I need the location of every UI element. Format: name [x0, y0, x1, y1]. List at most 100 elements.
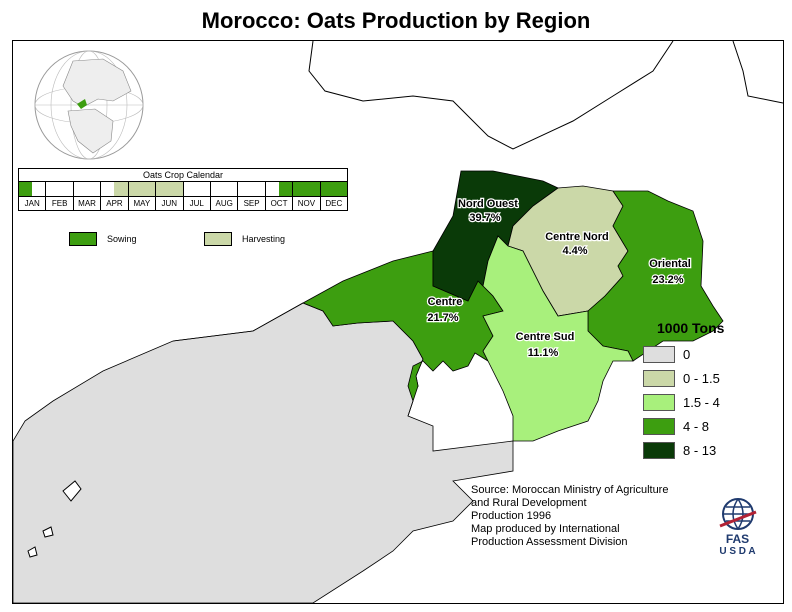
share-nord-ouest: 39.7% [469, 212, 500, 224]
calendar-half [128, 182, 142, 196]
legend-swatch [643, 417, 675, 435]
calendar-half [101, 182, 115, 196]
sowing-label: Sowing [107, 234, 137, 244]
source-line-4: Map produced by International [471, 523, 620, 535]
calendar-bars [18, 181, 348, 197]
share-centre: 21.7% [427, 312, 458, 324]
legend-swatch [643, 345, 675, 363]
calendar-cell-dec [320, 182, 348, 196]
calendar-cell-apr [101, 182, 129, 196]
calendar-cell-jun [156, 182, 184, 196]
calendar-cell-jul [183, 182, 211, 196]
calendar-month-label: MAY [129, 197, 157, 210]
label-centre: Centre [428, 296, 463, 308]
usda-fas-logo: FAS U S D A [710, 494, 765, 560]
globe-logo-icon [719, 498, 757, 530]
island-1 [62, 480, 82, 502]
legend: 1000 Tons 0 0 - 1.5 1.5 - 4 4 - 8 8 - 13 [643, 320, 724, 462]
share-centre-sud: 11.1% [528, 347, 559, 359]
calendar-cell-mar [73, 182, 102, 196]
label-nord-ouest: Nord Ouest [458, 198, 518, 210]
calendar-half [251, 182, 265, 196]
calendar-half [32, 182, 46, 196]
legend-title: 1000 Tons [657, 320, 725, 336]
calendar-half [183, 182, 197, 196]
calendar-month-label: OCT [266, 197, 294, 210]
label-centre-nord: Centre Nord [545, 231, 609, 243]
source-line-1: Source: Moroccan Ministry of Agriculture [471, 484, 669, 496]
calendar-cell-sep [238, 182, 266, 196]
calendar-month-label: JUN [156, 197, 184, 210]
crop-calendar: Oats Crop Calendar JAN FEB MAR APR MAY JUN JUL… [18, 168, 348, 211]
logo-agency: FAS [725, 532, 750, 546]
legend-item: 1.5 - 4 [643, 390, 724, 414]
calendar-month-label: FEB [46, 197, 74, 210]
share-oriental: 23.2% [652, 274, 683, 286]
sowing-swatch [69, 232, 97, 246]
calendar-month-label: APR [101, 197, 129, 210]
calendar-month-label: JAN [19, 197, 47, 210]
key-sowing: Sowing [69, 232, 137, 246]
share-centre-nord: 4.4% [562, 245, 587, 257]
calendar-cell-nov [293, 182, 321, 196]
legend-swatch [643, 393, 675, 411]
calendar-half [156, 182, 170, 196]
region-centre-sud [482, 235, 634, 442]
calendar-cell-feb [46, 182, 74, 196]
globe-locator [34, 50, 144, 160]
calendar-half [114, 182, 128, 196]
calendar-title: Oats Crop Calendar [18, 168, 348, 181]
legend-label: 0 [683, 346, 691, 362]
calendar-half [293, 182, 307, 196]
legend-label: 8 - 13 [683, 442, 717, 458]
calendar-month-label: NOV [293, 197, 321, 210]
source-line-3: Production 1996 [471, 510, 552, 522]
calendar-half [279, 182, 293, 196]
legend-swatch [643, 369, 675, 387]
calendar-cell-jan [19, 182, 47, 196]
label-centre-sud: Centre Sud [516, 331, 575, 343]
calendar-half [73, 182, 88, 196]
calendar-cell-may [128, 182, 157, 196]
key-harvesting: Harvesting [204, 232, 285, 246]
legend-item: 4 - 8 [643, 414, 724, 438]
legend-label: 1.5 - 4 [683, 394, 720, 410]
calendar-half [210, 182, 225, 196]
legend-swatch [643, 441, 675, 459]
calendar-cell-aug [210, 182, 239, 196]
legend-label: 4 - 8 [683, 418, 710, 434]
legend-item: 0 - 1.5 [643, 366, 724, 390]
spain-coastline-east [732, 41, 783, 104]
legend-item: 0 [643, 342, 724, 366]
calendar-half [333, 182, 348, 196]
harvesting-swatch [204, 232, 232, 246]
legend-item: 8 - 13 [643, 438, 724, 462]
calendar-cell-oct [265, 182, 294, 196]
label-oriental: Oriental [649, 258, 691, 270]
calendar-half [46, 182, 60, 196]
calendar-month-label: SEP [238, 197, 266, 210]
calendar-half [87, 182, 101, 196]
calendar-half [141, 182, 156, 196]
calendar-month-label: JUL [184, 197, 211, 210]
source-line-5: Production Assessment Division [471, 536, 628, 548]
source-line-2: and Rural Development [471, 497, 587, 509]
spain-coastline [308, 41, 674, 150]
calendar-half [238, 182, 252, 196]
map-canvas: Nord Ouest 39.7% Centre Nord 4.4% Orient… [13, 41, 783, 603]
calendar-month-label: AUG [211, 197, 239, 210]
calendar-month-label: MAR [74, 197, 102, 210]
calendar-half [224, 182, 238, 196]
map-title: Morocco: Oats Production by Region [201, 8, 591, 33]
calendar-month-label: DEC [325, 199, 343, 208]
map-frame: Nord Ouest 39.7% Centre Nord 4.4% Orient… [12, 40, 784, 604]
harvesting-label: Harvesting [242, 234, 286, 244]
calendar-half [320, 182, 334, 196]
calendar-half [306, 182, 320, 196]
calendar-half [59, 182, 73, 196]
calendar-half [196, 182, 210, 196]
legend-label: 0 - 1.5 [683, 370, 720, 386]
island-2 [42, 526, 54, 538]
logo-dept: U S D A [719, 546, 756, 557]
calendar-half [265, 182, 280, 196]
